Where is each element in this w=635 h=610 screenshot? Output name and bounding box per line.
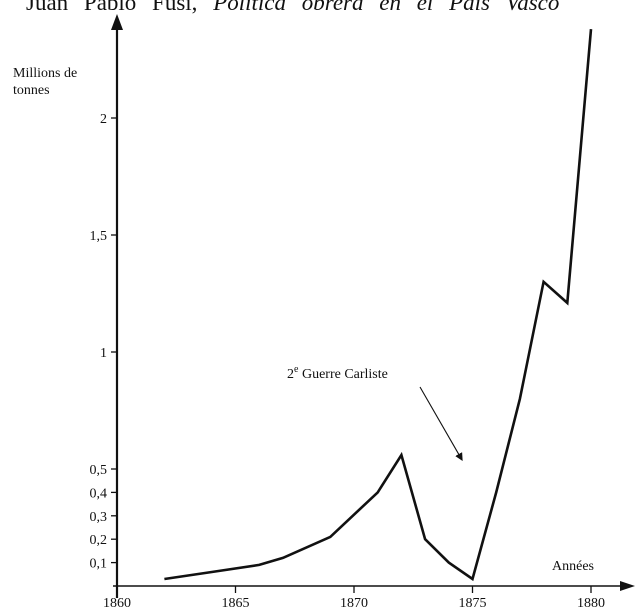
series-line-0 xyxy=(164,28,593,582)
y-tick-label-7: 2 xyxy=(100,112,107,127)
y-tick-label-1: 0,2 xyxy=(90,533,108,548)
axes xyxy=(111,14,635,598)
y-tick-label-0: 0,1 xyxy=(90,557,108,572)
x-tick-label-1860: 1860 xyxy=(103,596,131,610)
x-tick-label-1865: 1865 xyxy=(222,596,250,610)
y-tick-label-4: 0,5 xyxy=(90,463,108,478)
y-tick-label-5: 1 xyxy=(100,346,107,361)
header-citation: Juan Pablo Fusi, Política obrera en el P… xyxy=(26,0,635,22)
x-tick-label-1870: 1870 xyxy=(340,596,368,610)
y-axis-label-line2: tonnes xyxy=(13,83,50,98)
y-tick-label-2: 0,3 xyxy=(90,510,108,525)
series xyxy=(164,28,593,582)
y-axis-label: Millions de tonnes xyxy=(13,66,77,98)
header-author: Juan Pablo Fusi, xyxy=(26,0,198,15)
y-axis-label-line1: Millions de xyxy=(13,66,77,81)
y-axis-arrow-icon xyxy=(111,14,123,30)
ticks: 1860 1865 1870 1875 1880 0,1 0,2 0,3 0,4 0,5 1 1,5 2 xyxy=(90,112,606,610)
x-tick-label-1880: 1880 xyxy=(577,596,605,610)
x-axis-arrow-icon xyxy=(620,581,635,591)
x-axis-label: Années xyxy=(552,559,594,574)
x-tick-label-1875: 1875 xyxy=(459,596,487,610)
annotation-label: 2e Guerre Carliste xyxy=(287,364,388,382)
y-tick-label-6: 1,5 xyxy=(90,229,108,244)
annotation-arrow xyxy=(419,386,463,462)
annotation: 2e Guerre Carliste xyxy=(287,364,463,462)
y-tick-label-3: 0,4 xyxy=(90,486,108,501)
header-work-title: Política obrera en el País Vasco xyxy=(213,0,560,15)
labels: Millions de tonnes Années xyxy=(13,66,594,574)
